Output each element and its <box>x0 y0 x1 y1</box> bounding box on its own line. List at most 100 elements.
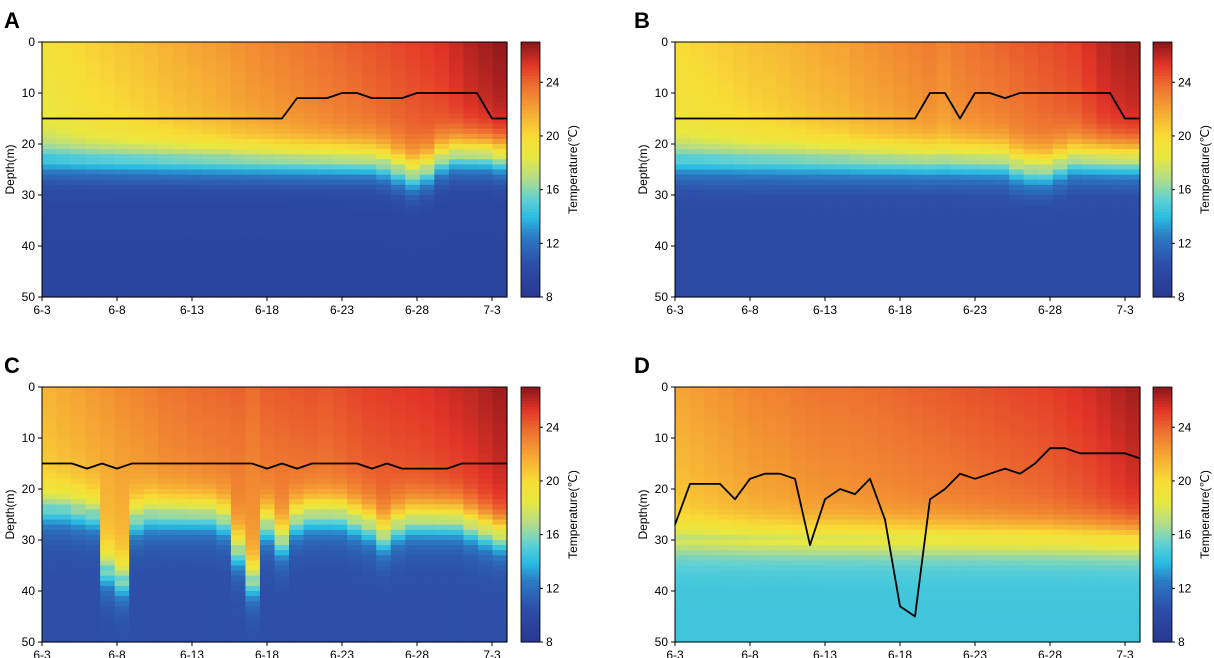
heatmap-cell <box>158 575 174 582</box>
heatmap-cell <box>434 225 450 232</box>
heatmap-cell <box>892 276 909 283</box>
heatmap-cell <box>274 565 290 572</box>
heatmap-cell <box>230 87 247 94</box>
heatmap-cell <box>187 215 203 222</box>
heatmap-cell <box>776 251 792 257</box>
heatmap-cell <box>805 200 821 206</box>
heatmap-cell <box>405 616 421 623</box>
heatmap-cell <box>318 412 334 419</box>
heatmap-cell <box>1009 240 1025 247</box>
heatmap-cell <box>158 494 174 500</box>
heatmap-cell <box>405 499 421 505</box>
heatmap-cell <box>675 189 691 196</box>
heatmap-cell <box>448 103 465 109</box>
heatmap-cell <box>477 483 494 490</box>
heatmap-cell <box>347 246 363 252</box>
heatmap-cell <box>347 494 363 500</box>
heatmap-cell <box>303 468 319 475</box>
heatmap-cell <box>463 417 479 424</box>
colorbar-segment <box>521 129 540 134</box>
heatmap-cell <box>878 195 894 201</box>
heatmap-cell <box>114 397 130 403</box>
heatmap-cell <box>274 427 290 434</box>
heatmap-cell <box>172 392 188 398</box>
heatmap-cell <box>289 286 305 293</box>
heatmap-cell <box>274 144 290 150</box>
heatmap-cell <box>820 281 836 288</box>
heatmap-cell <box>1081 205 1098 211</box>
heatmap-cell <box>71 534 87 541</box>
heatmap-cell <box>332 524 348 531</box>
heatmap-cell <box>245 42 261 48</box>
heatmap-cell <box>289 626 305 633</box>
heatmap-cell <box>907 225 923 232</box>
heatmap-cell <box>172 570 188 577</box>
heatmap-cell <box>675 184 691 191</box>
heatmap-cell <box>463 189 479 196</box>
heatmap-cell <box>158 585 174 592</box>
heatmap-cell <box>318 123 334 130</box>
heatmap-cell <box>1096 225 1112 232</box>
heatmap-cell <box>1081 210 1098 216</box>
heatmap-cell <box>56 138 72 145</box>
colorbar-segment <box>1153 144 1172 148</box>
heatmap-cell <box>332 483 348 490</box>
heatmap-cell <box>1009 276 1025 283</box>
heatmap-cell <box>42 67 58 74</box>
heatmap-cell <box>158 164 174 171</box>
heatmap-cell <box>390 256 406 262</box>
heatmap-cell <box>85 560 101 567</box>
heatmap-cell <box>1096 164 1112 171</box>
heatmap-cell <box>1052 103 1068 109</box>
heatmap-cell <box>230 103 247 109</box>
heatmap-cell <box>390 235 406 242</box>
heatmap-cell <box>172 169 188 176</box>
heatmap-cell <box>143 387 159 393</box>
heatmap-cell <box>143 235 159 242</box>
heatmap-cell <box>922 195 938 201</box>
heatmap-cell <box>434 478 450 485</box>
heatmap-cell <box>762 281 778 288</box>
heatmap-cell <box>675 291 691 298</box>
heatmap-cell <box>85 281 101 288</box>
heatmap-cell <box>1038 210 1054 216</box>
heatmap-cell <box>762 87 778 94</box>
plot-frame <box>41 41 508 298</box>
heatmap-cell <box>448 601 465 607</box>
heatmap-cell <box>376 128 392 135</box>
heatmap-cell <box>289 585 305 592</box>
heatmap-cell <box>274 636 290 643</box>
heatmap-cell <box>245 189 261 196</box>
heatmap-cell <box>274 215 290 222</box>
heatmap-cell <box>100 585 116 592</box>
heatmap-cell <box>1038 271 1054 278</box>
heatmap-cell <box>129 179 145 186</box>
heatmap-cell <box>85 205 101 211</box>
heatmap-cell <box>100 417 116 424</box>
heatmap-cell <box>259 138 276 145</box>
colorbar-segment <box>1153 158 1172 162</box>
colorbar-segment <box>521 70 540 74</box>
heatmap-cell <box>805 72 821 79</box>
heatmap-cell <box>820 108 836 114</box>
heatmap-cell <box>689 87 705 94</box>
colorbar-segment <box>521 166 540 171</box>
heatmap-cell <box>100 468 116 475</box>
heatmap-cell <box>245 580 261 587</box>
heatmap-cell <box>259 266 276 273</box>
heatmap-cell <box>448 519 465 526</box>
heatmap-cell <box>85 575 101 582</box>
heatmap-cell <box>230 82 247 89</box>
heatmap-cell <box>376 154 392 160</box>
colorbar-segment <box>521 251 540 256</box>
heatmap-cell <box>376 499 392 505</box>
heatmap-cell <box>376 483 392 490</box>
heatmap-cell <box>1125 246 1141 252</box>
heatmap-cell <box>318 169 334 176</box>
heatmap-cell <box>448 169 465 176</box>
heatmap-cell <box>347 210 363 216</box>
heatmap-cell <box>477 417 494 424</box>
colorbar-segment <box>521 64 540 69</box>
heatmap-cell <box>849 108 865 114</box>
heatmap-cell <box>376 149 392 155</box>
